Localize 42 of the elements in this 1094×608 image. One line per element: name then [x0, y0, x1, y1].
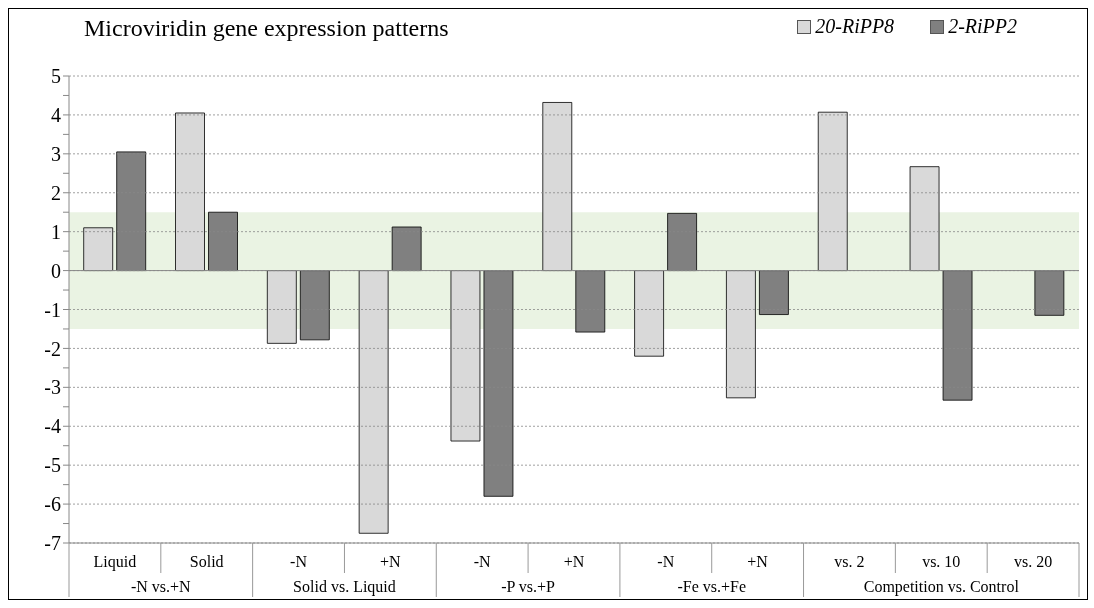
x-tick-label: -N — [657, 553, 675, 570]
x-tick-label: vs. 2 — [834, 553, 865, 570]
y-tick-label: 2 — [51, 181, 61, 204]
bar — [634, 270, 664, 357]
x-tick-label: -N — [290, 553, 308, 570]
y-tick-label: 5 — [51, 65, 61, 88]
bar — [909, 166, 940, 271]
text: -N vs.+N — [130, 578, 192, 595]
text: Solid vs. Liquid — [293, 578, 396, 596]
y-tick-label: -5 — [44, 454, 61, 477]
y-tick-label: -4 — [44, 415, 61, 438]
x-tick-label: Solid — [189, 553, 224, 570]
legend-label: 2-RiPP2 — [948, 15, 1017, 38]
legend-label: 20-RiPP8 — [815, 15, 895, 38]
y-tick-label: 1 — [51, 220, 61, 243]
x-tick-label: Liquid — [93, 553, 137, 571]
text: Competition vs. Control — [863, 578, 1020, 596]
chart-title: Microviridin gene expression patterns — [84, 15, 449, 42]
bar — [83, 227, 114, 271]
bar — [450, 270, 481, 442]
bar — [175, 112, 205, 271]
bar — [542, 102, 573, 271]
y-tick-label: 3 — [51, 142, 61, 165]
x-tick-label: vs. 20 — [1013, 553, 1053, 570]
bar — [266, 270, 297, 344]
x-tick-label: +N — [747, 553, 769, 570]
y-tick-label: 0 — [51, 259, 61, 282]
x-tick-label: +N — [563, 553, 585, 570]
bar — [817, 111, 848, 271]
y-tick-label: -6 — [44, 493, 61, 516]
x-tick-label: +N — [380, 553, 402, 570]
y-tick-label: -1 — [44, 298, 61, 321]
y-tick-label: -3 — [44, 376, 61, 399]
y-tick-label: -7 — [44, 532, 61, 555]
text: -P vs.+P — [501, 578, 556, 595]
bar — [358, 270, 389, 534]
y-tick-label: 4 — [51, 104, 61, 127]
text: -Fe vs.+Fe — [677, 578, 747, 595]
x-tick-label: -N — [473, 553, 492, 570]
bar — [726, 270, 756, 399]
x-tick-label: vs. 10 — [922, 553, 961, 570]
y-tick-label: -2 — [44, 337, 61, 360]
